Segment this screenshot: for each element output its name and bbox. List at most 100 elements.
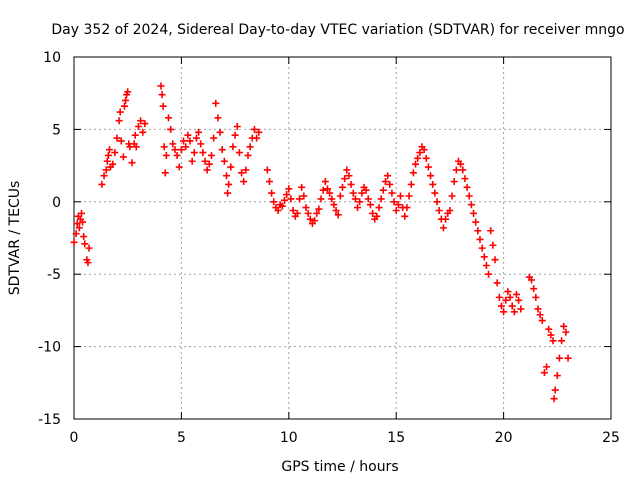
data-point: [265, 178, 273, 186]
data-point: [487, 227, 495, 235]
data-point: [117, 137, 125, 145]
y-tick-label: 10: [43, 50, 61, 66]
data-point: [281, 196, 289, 204]
data-point: [246, 143, 254, 151]
data-point: [235, 149, 243, 157]
data-point: [300, 192, 308, 200]
data-point: [80, 233, 88, 241]
chart-title: Day 352 of 2024, Sidereal Day-to-day VTE…: [51, 22, 624, 38]
data-point: [289, 206, 297, 214]
y-tick-label: 5: [52, 122, 61, 138]
data-point: [343, 166, 351, 174]
data-point: [115, 117, 123, 125]
data-point: [463, 183, 471, 191]
data-point: [278, 202, 286, 210]
data-point: [78, 209, 86, 217]
data-point: [161, 169, 169, 177]
data-point: [405, 192, 413, 200]
data-point: [195, 128, 203, 136]
data-point: [339, 183, 346, 191]
data-point: [409, 169, 417, 177]
data-point: [244, 151, 252, 159]
data-point: [218, 146, 226, 154]
data-point: [158, 91, 166, 99]
x-tick-label: 0: [70, 430, 79, 446]
data-point: [326, 189, 334, 197]
data-point: [420, 146, 428, 154]
data-point: [388, 189, 396, 197]
data-point: [459, 166, 467, 174]
data-point: [482, 262, 490, 270]
y-tick-labels: -15 -10 -5 0 5 10: [38, 50, 61, 428]
data-point: [240, 178, 248, 186]
data-point: [321, 178, 329, 186]
data-point: [319, 186, 327, 194]
data-point: [122, 96, 130, 104]
data-point: [540, 369, 548, 377]
data-point: [545, 325, 553, 333]
data-point: [461, 175, 469, 183]
data-point: [184, 131, 192, 139]
data-point: [330, 201, 338, 209]
y-axis-title: SDTVAR / TECUs: [7, 181, 23, 296]
data-point: [227, 163, 235, 171]
data-point: [386, 180, 394, 188]
data-point: [452, 166, 460, 174]
plot-area-frame: [73, 56, 612, 420]
data-point: [470, 209, 478, 217]
data-point: [328, 195, 336, 203]
data-point: [446, 206, 454, 214]
data-point: [197, 140, 205, 148]
data-point: [203, 166, 211, 174]
data-point: [502, 296, 510, 304]
y-tick-label: 0: [52, 195, 61, 211]
data-point: [255, 128, 263, 136]
data-point: [296, 195, 304, 203]
data-point: [306, 215, 314, 223]
data-point: [530, 285, 538, 293]
data-point: [508, 302, 516, 310]
y-tick-label: -10: [38, 340, 61, 356]
data-point: [159, 102, 167, 110]
data-points: [70, 82, 572, 403]
data-point: [162, 151, 170, 159]
data-point: [442, 215, 450, 223]
data-point: [102, 166, 110, 174]
data-point: [323, 185, 331, 193]
data-point: [167, 125, 175, 133]
data-point: [287, 195, 295, 203]
data-point: [233, 123, 241, 131]
data-point: [199, 149, 207, 157]
data-point: [109, 160, 117, 168]
data-point: [210, 134, 218, 142]
data-point: [373, 212, 381, 220]
data-point: [139, 128, 147, 136]
data-point: [384, 172, 392, 180]
data-point: [478, 244, 486, 252]
grid: [74, 57, 611, 419]
data-point: [564, 354, 572, 362]
data-point: [345, 172, 353, 180]
data-point: [543, 363, 551, 371]
data-point: [79, 218, 87, 226]
data-point: [396, 192, 404, 200]
x-tick-label: 20: [495, 430, 513, 446]
data-point: [354, 204, 362, 212]
data-point: [229, 143, 237, 151]
data-point: [180, 137, 188, 145]
data-point: [414, 154, 422, 162]
data-point: [416, 149, 424, 157]
data-point: [224, 189, 232, 197]
data-point: [220, 157, 228, 165]
data-point: [126, 143, 134, 151]
data-point: [424, 163, 432, 171]
data-point: [283, 191, 291, 199]
data-point: [476, 235, 484, 243]
data-point: [472, 218, 480, 226]
data-point: [72, 230, 80, 238]
data-point: [201, 157, 209, 165]
data-point: [528, 276, 536, 284]
x-tick-label: 5: [177, 430, 186, 446]
data-point: [175, 163, 183, 171]
